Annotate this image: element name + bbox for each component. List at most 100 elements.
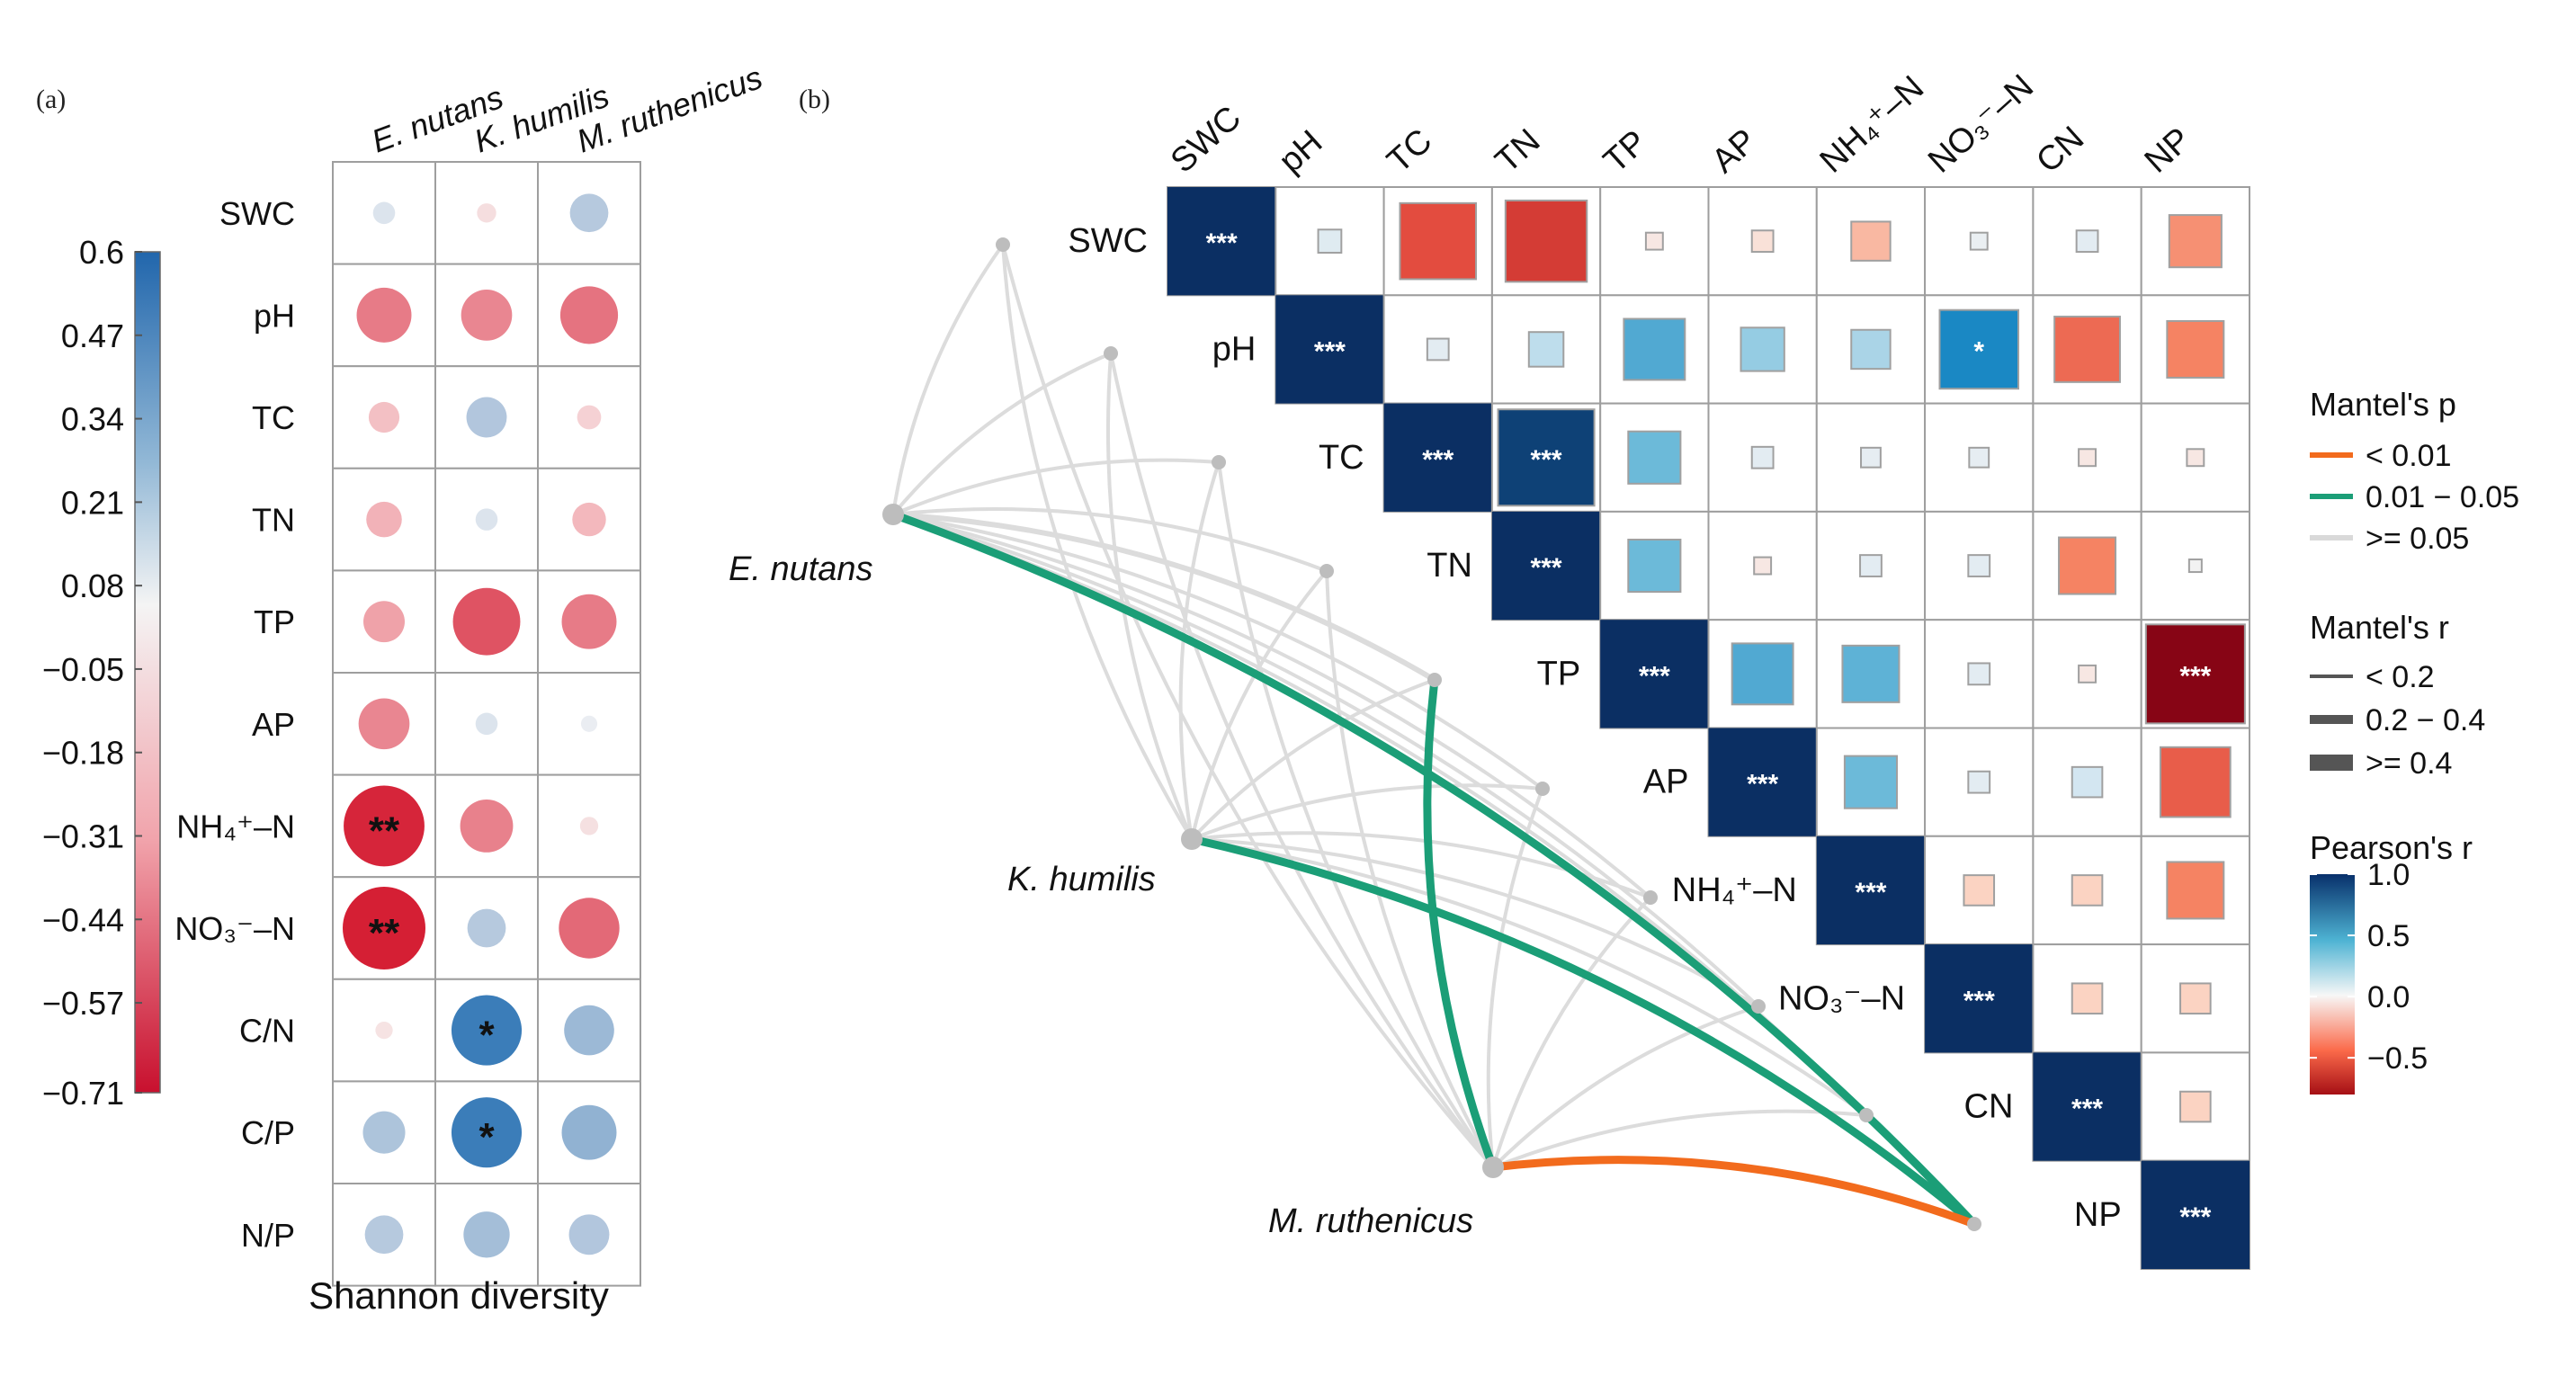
panel-b-significance: *** bbox=[2071, 1095, 2103, 1124]
mantel-link bbox=[890, 512, 1437, 683]
mantel-link bbox=[1491, 1005, 1760, 1169]
legend-pearson-tick-label: 0.5 bbox=[2367, 919, 2410, 953]
panel-a-row-label: NH₄⁺–N bbox=[176, 808, 295, 844]
panel-b-significance: *** bbox=[1531, 553, 1562, 583]
panel-b-column-label: NO₃⁻–N bbox=[1921, 67, 2041, 181]
panel-a-circle bbox=[344, 785, 425, 867]
panel-b-diagonal-labels: SWC pH TC TN TP AP NH₄⁺–N NO₃⁻–N CN NP bbox=[1068, 222, 2121, 1234]
panel-b-row-label: TN bbox=[1427, 547, 1472, 585]
panel-a-circle bbox=[569, 193, 609, 233]
panel-a-circle bbox=[460, 799, 514, 853]
mantel-link bbox=[1491, 1109, 1868, 1169]
panel-a-row-label: TC bbox=[252, 399, 295, 436]
panel-b-square bbox=[1740, 326, 1785, 372]
legend-r-mid-label: 0.2 − 0.4 bbox=[2366, 703, 2485, 737]
mantel-link bbox=[1106, 352, 1194, 841]
legend-mantel-p-title: Mantel's p bbox=[2310, 386, 2456, 423]
legend-r-small-label: < 0.2 bbox=[2366, 660, 2435, 694]
mantel-link bbox=[1001, 243, 1495, 1169]
panel-b-square bbox=[1968, 446, 1990, 469]
variable-anchor-point bbox=[1859, 1108, 1874, 1122]
panel-a-label: (a) bbox=[36, 85, 66, 114]
panel-a-circle bbox=[372, 201, 396, 225]
panel-b-square bbox=[1963, 874, 1996, 907]
panel-b-square bbox=[2166, 861, 2225, 920]
panel-b-diagonal-square bbox=[1383, 403, 1492, 512]
panel-b-square bbox=[2187, 558, 2203, 574]
variable-anchor-point bbox=[996, 237, 1010, 252]
panel-a-row-label: SWC bbox=[219, 195, 295, 232]
mantel-links bbox=[889, 237, 1981, 1231]
panel-b-square bbox=[2075, 229, 2099, 254]
panel-b-significance: *** bbox=[2179, 1202, 2211, 1232]
panel-b-significance: *** bbox=[1422, 445, 1453, 475]
panel-a-row-label: NO₃⁻–N bbox=[174, 910, 295, 947]
legend-pearson-tick-label: 1.0 bbox=[2367, 858, 2410, 892]
mantel-link bbox=[1190, 837, 1868, 1117]
panel-b-significance: *** bbox=[1639, 661, 1670, 691]
colorbar-a-tick-label: 0.6 bbox=[79, 234, 124, 271]
colorbar-a-tick-label: 0.34 bbox=[61, 401, 124, 438]
mantel-link bbox=[1217, 460, 1495, 1169]
panel-a-circle bbox=[475, 508, 498, 531]
panel-a-circle bbox=[463, 1211, 510, 1258]
panel-a-circle bbox=[363, 601, 405, 643]
panel-a-circle bbox=[475, 712, 498, 736]
species-label: K. humilis bbox=[1007, 861, 1156, 898]
mantel-link bbox=[891, 243, 1005, 516]
panel-b-significance: *** bbox=[1963, 986, 1995, 1015]
panel-b-column-label: pH bbox=[1272, 123, 1329, 181]
panel-a-circle bbox=[561, 1104, 617, 1160]
panel-b-significance: *** bbox=[1855, 878, 1886, 907]
panel-b-column-label: SWC bbox=[1164, 99, 1248, 181]
panel-b-square bbox=[1841, 644, 1901, 703]
panel-a-circle bbox=[461, 290, 513, 341]
panel-b-square bbox=[1426, 337, 1450, 362]
panel-b-square bbox=[1843, 755, 1898, 809]
panel-a-row-label: pH bbox=[254, 297, 295, 334]
panel-b-square bbox=[1644, 231, 1664, 251]
panel-a-cell bbox=[332, 978, 436, 1083]
legend-r-large-label: >= 0.4 bbox=[2366, 746, 2452, 781]
panel-b-row-label: CN bbox=[1964, 1088, 2014, 1126]
panel-a-colorbar: 0.6 0.47 0.34 0.21 0.08 −0.05 −0.18 −0.31 −0.44 −… bbox=[42, 234, 161, 1112]
species-label: M. ruthenicus bbox=[1268, 1202, 1473, 1240]
legend-pearson-ticks: 1.0 0.5 0.0 −0.5 bbox=[2310, 858, 2428, 1076]
panel-b-square bbox=[1969, 231, 1989, 251]
colorbar-a-tick-label: −0.18 bbox=[42, 735, 124, 772]
panel-a-row-label: TN bbox=[252, 502, 295, 539]
panel-b-square bbox=[1850, 328, 1892, 371]
panel-b-square bbox=[1753, 556, 1773, 576]
colorbar-a-tick-label: −0.44 bbox=[42, 901, 124, 938]
colorbar-a-tick-label: 0.08 bbox=[61, 567, 124, 604]
panel-b-square bbox=[1627, 539, 1682, 594]
panel-b-significance: * bbox=[1973, 336, 1984, 366]
panel-b-diagonal-square bbox=[1167, 187, 1276, 296]
panel-a-circle bbox=[452, 587, 521, 656]
panel-b-square bbox=[2168, 214, 2223, 269]
panel-b-square bbox=[2078, 664, 2097, 684]
panel-a-row-label: C/N bbox=[239, 1013, 295, 1050]
mantel-link bbox=[1491, 896, 1652, 1169]
panel-a-xlabel: Shannon diversity bbox=[309, 1274, 609, 1317]
panel-b-square bbox=[2179, 1090, 2212, 1123]
panel-b-square bbox=[1750, 445, 1775, 469]
panel-b-diagonal-square bbox=[2141, 1160, 2250, 1269]
legend-mantel-r-title: Mantel's r bbox=[2310, 609, 2449, 646]
panel-b-diagonal-square bbox=[2033, 1052, 2142, 1161]
species-nodes: E. nutans K. humilis M. ruthenicus bbox=[729, 504, 1504, 1240]
panel-a-circle bbox=[466, 397, 507, 438]
panel-a-circle bbox=[579, 817, 599, 835]
mantel-link bbox=[1109, 352, 1495, 1169]
legend-p-001-005-label: 0.01 − 0.05 bbox=[2366, 480, 2519, 514]
panel-b-square bbox=[2071, 765, 2104, 799]
panel-a-grid: ****** bbox=[332, 161, 641, 1287]
panel-a-circle bbox=[561, 594, 617, 649]
colorbar-a-tick-label: 0.21 bbox=[61, 484, 124, 521]
panel-b-column-label: CN bbox=[2029, 120, 2091, 181]
panel-a-circle bbox=[577, 405, 602, 430]
panel-b-row-label: TC bbox=[1319, 439, 1364, 477]
panel-a-circle bbox=[580, 715, 598, 732]
panel-b-significance: *** bbox=[1206, 228, 1238, 258]
